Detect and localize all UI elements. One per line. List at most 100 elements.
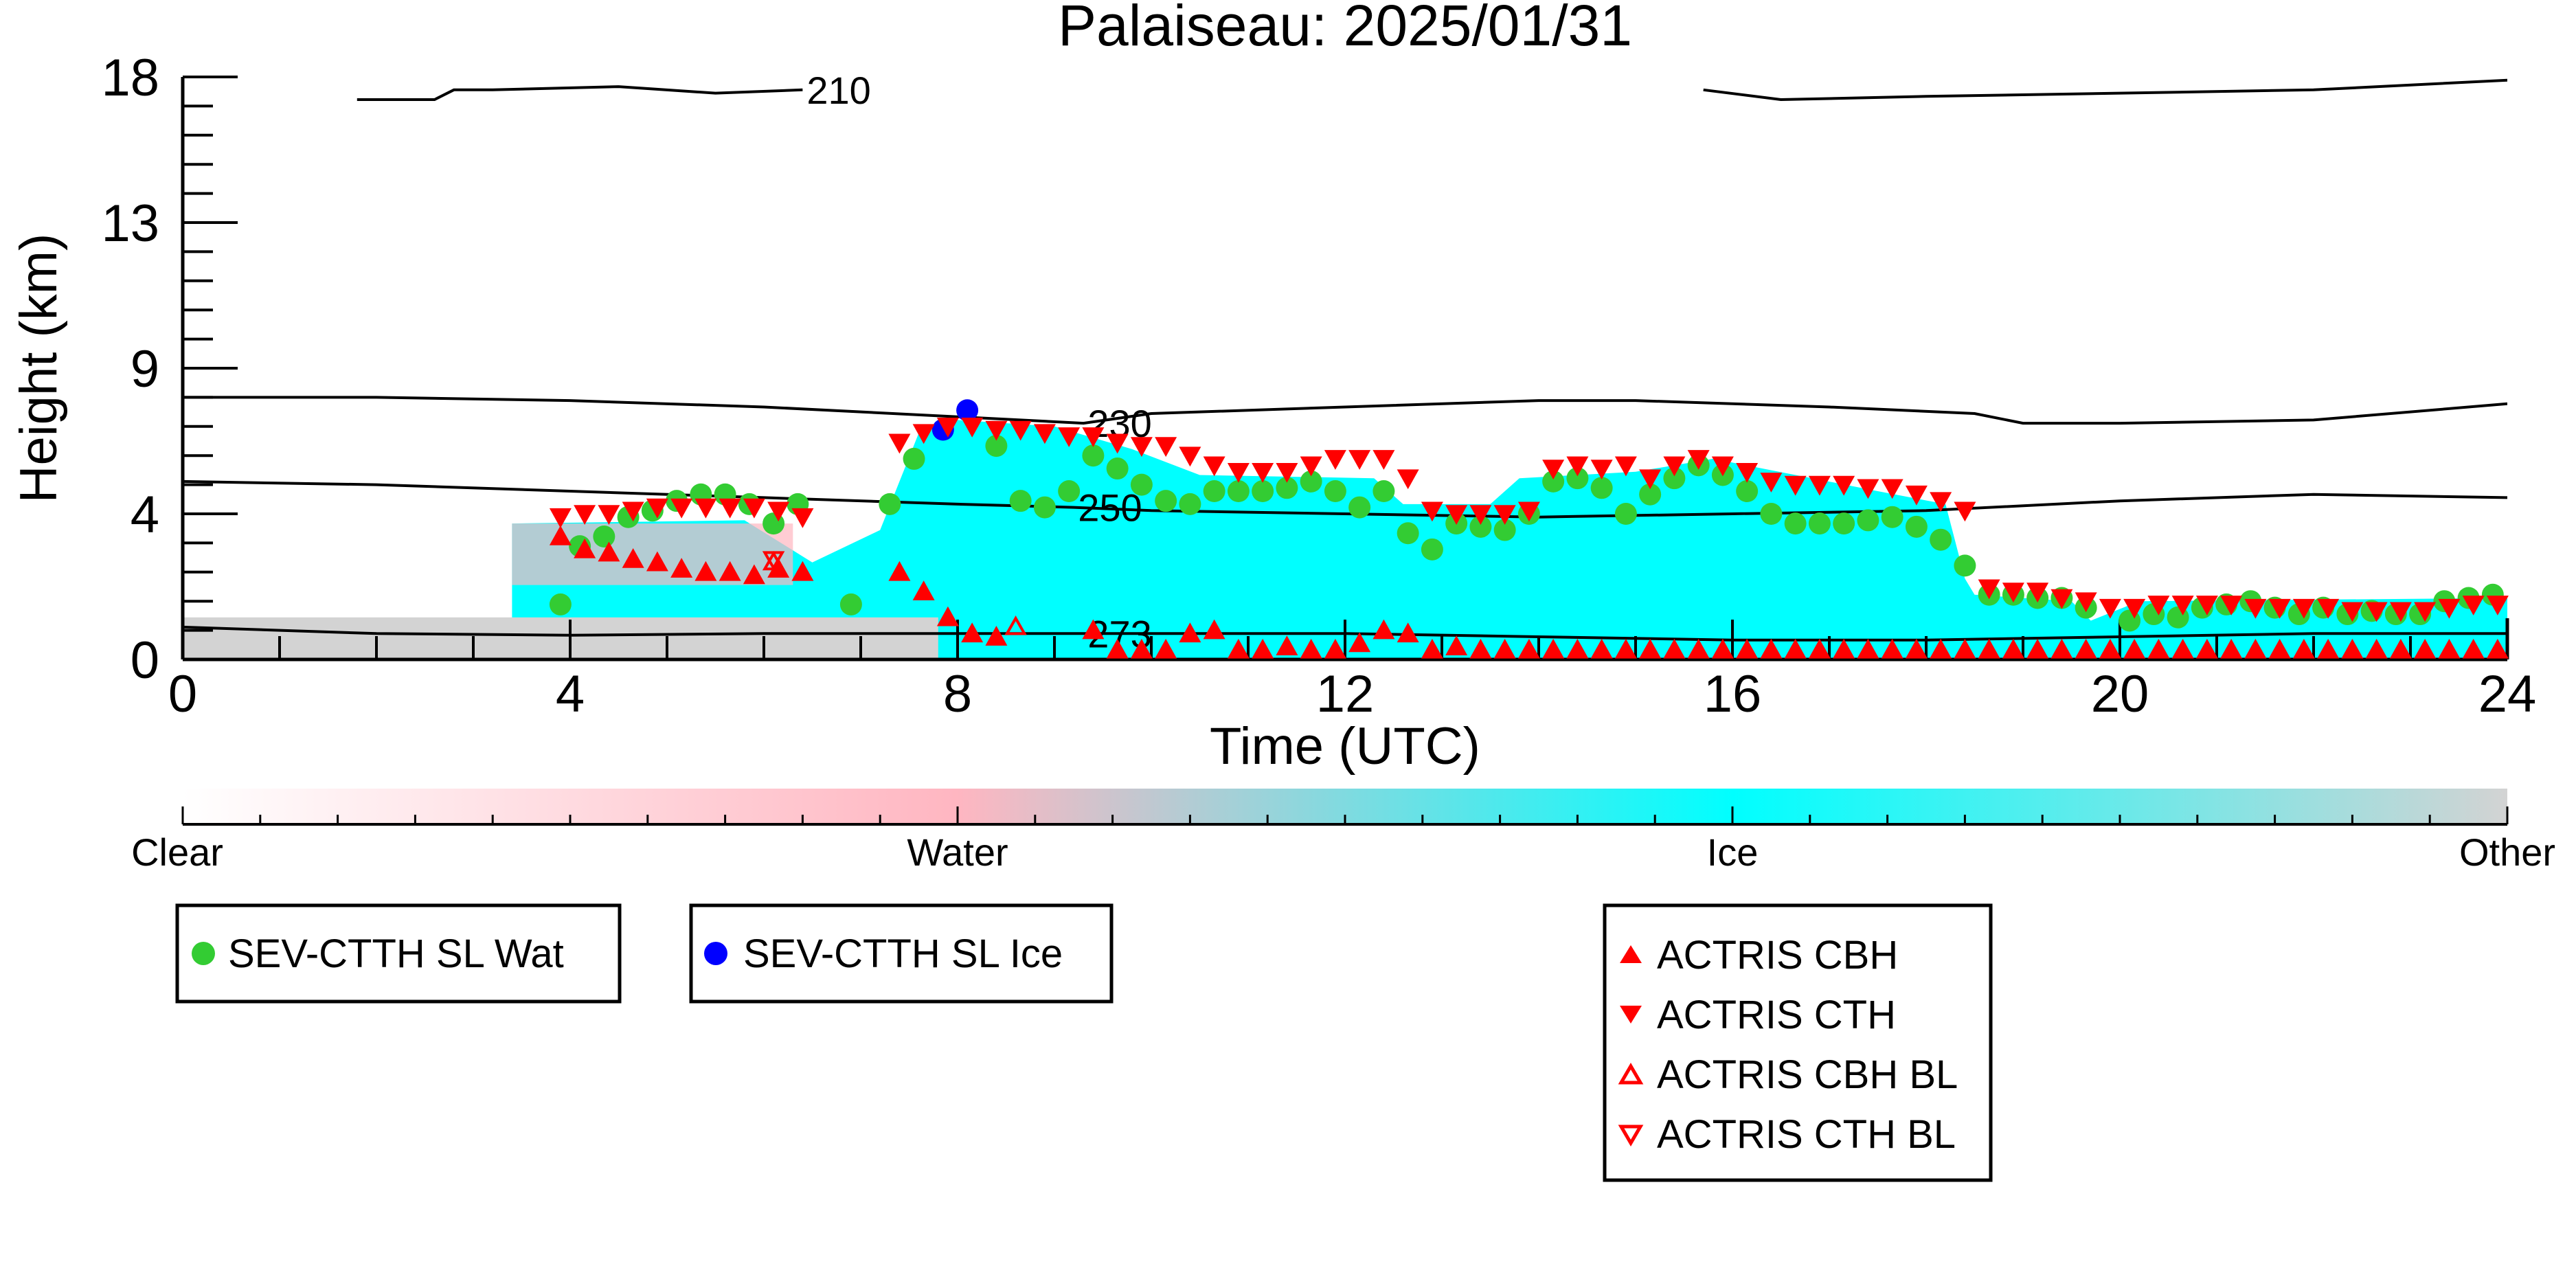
marker-actris-cth (2268, 598, 2291, 619)
marker-actris-cth (1566, 456, 1589, 477)
marker-actris-cth (2365, 602, 2388, 622)
y-tick-label: 9 (131, 340, 159, 398)
marker-actris-cth (767, 501, 790, 522)
marker-actris-cth (1324, 450, 1346, 470)
marker-sev-ctth-sl-wat (549, 593, 572, 615)
marker-actris-cbh (743, 564, 765, 585)
marker-actris-cbh (1711, 638, 1734, 659)
marker-actris-cbh-bl (1004, 615, 1027, 635)
marker-sev-ctth-sl-wat (1590, 477, 1613, 499)
marker-actris-cbh (574, 538, 596, 558)
legend-box-water: SEV-CTTH SL Wat (175, 903, 622, 1004)
marker-actris-cbh (2389, 638, 2412, 659)
marker-actris-cth (1784, 475, 1807, 496)
contour-line (1703, 78, 2507, 102)
marker-actris-cth (1372, 450, 1395, 470)
marker-sev-ctth-sl-wat (1930, 528, 1952, 551)
marker-actris-cth (622, 501, 644, 522)
x-tick-label: 24 (2478, 665, 2537, 723)
marker-actris-cth (912, 424, 935, 444)
marker-actris-cbh (1833, 638, 1855, 659)
marker-actris-cbh (2414, 638, 2437, 659)
marker-actris-cth (1130, 437, 1153, 457)
marker-actris-cbh (1421, 638, 1443, 659)
marker-sev-ctth-sl-wat (1033, 496, 1056, 519)
marker-actris-cth (961, 418, 984, 438)
marker-actris-cbh (2171, 638, 2194, 659)
y-tick-label: 13 (101, 194, 159, 253)
x-tick-label: 8 (943, 665, 972, 723)
marker-actris-cth (1590, 460, 1613, 480)
marker-actris-cth (1954, 501, 1976, 522)
legend-frame (175, 903, 622, 1004)
marker-actris-cbh (2075, 638, 2097, 659)
marker-actris-cbh (2341, 638, 2364, 659)
marker-actris-cth (2220, 596, 2243, 615)
marker-actris-cth (1760, 473, 1783, 493)
colorbar-label-water: Water (907, 831, 1008, 874)
marker-sev-ctth-sl-wat (1881, 506, 1903, 528)
marker-actris-cbh (985, 626, 1008, 646)
marker-actris-cth (2050, 589, 2073, 609)
marker-actris-cth (791, 508, 814, 528)
marker-actris-cth (694, 498, 717, 519)
colorbar: Clear Water Ice Other (131, 789, 2555, 874)
marker-actris-cth (1421, 501, 1443, 522)
marker-actris-cth (1736, 462, 1759, 483)
marker-actris-cth (2341, 602, 2364, 622)
marker-actris-cbh (1687, 638, 1710, 659)
marker-actris-cth (1397, 469, 1419, 490)
marker-actris-cbh (1348, 632, 1371, 653)
marker-actris-cth (2462, 596, 2485, 615)
marker-sev-ctth-sl-wat (1348, 496, 1371, 519)
marker-actris-cbh (1493, 638, 1516, 659)
marker-actris-cbh (1954, 638, 1976, 659)
marker-actris-cth (1203, 456, 1225, 477)
marker-sev-ctth-sl-wat (1760, 503, 1783, 525)
marker-actris-cth (1905, 485, 1928, 506)
marker-actris-cth (1857, 479, 1879, 499)
marker-sev-ctth-sl-wat (1833, 512, 1855, 535)
marker-sev-ctth-sl-wat (1469, 515, 1492, 538)
marker-actris-cbh (888, 561, 911, 581)
marker-sev-ctth-sl-wat (1566, 467, 1589, 490)
marker-actris-cbh (1663, 638, 1686, 659)
marker-actris-cbh (1930, 638, 1952, 659)
marker-sev-ctth-sl-wat (879, 493, 901, 515)
legend-label-sev-ice: SEV-CTTH SL Ice (743, 931, 1063, 976)
marker-actris-cth (2026, 583, 2049, 603)
marker-actris-cbh (1276, 635, 1298, 655)
legend-label-actris-cbh: ACTRIS CBH (1657, 933, 1898, 978)
y-axis-label: Height (km) (10, 234, 68, 504)
marker-sev-ctth-sl-wat (1639, 483, 1662, 506)
marker-actris-cbh (2268, 638, 2291, 659)
marker-actris-cbh (1469, 638, 1492, 659)
marker-sev-ctth-sl-wat (1106, 457, 1129, 480)
marker-actris-cth-bl (762, 551, 785, 571)
marker-sev-ctth-sl-wat (1082, 444, 1105, 467)
marker-sev-ctth-sl-wat (1227, 480, 1250, 503)
marker-actris-cbh (1639, 638, 1662, 659)
marker-actris-cbh (1155, 638, 1177, 659)
marker-sev-ctth-sl-wat (1493, 519, 1516, 541)
legend-label-actris-cth-bl: ACTRIS CTH BL (1657, 1112, 1956, 1157)
marker-actris-cbh (2026, 638, 2049, 659)
marker-sev-ctth-sl-wat (1663, 467, 1686, 490)
marker-sev-ctth-sl-wat (1058, 480, 1081, 503)
marker-actris-cbh (1808, 638, 1831, 659)
marker-actris-cth (1348, 450, 1371, 470)
marker-sev-ctth-sl-wat (1009, 490, 1032, 512)
marker-actris-cth (2002, 583, 2024, 603)
marker-actris-cbh (1736, 638, 1759, 659)
cloud-region-other (183, 617, 938, 659)
marker-sev-ctth-sl-wat (985, 435, 1008, 457)
marker-actris-cth (719, 498, 741, 519)
marker-sev-ctth-sl-wat (593, 525, 615, 547)
marker-actris-cth (1469, 505, 1492, 525)
marker-actris-cth (2099, 598, 2121, 619)
marker-sev-ctth-sl-wat (1808, 512, 1831, 535)
marker-actris-cth (2123, 598, 2146, 619)
x-tick-label: 0 (168, 665, 197, 723)
marker-sev-ctth-sl-wat (1954, 554, 1976, 577)
marker-sev-ctth-sl-wat (1179, 493, 1201, 515)
